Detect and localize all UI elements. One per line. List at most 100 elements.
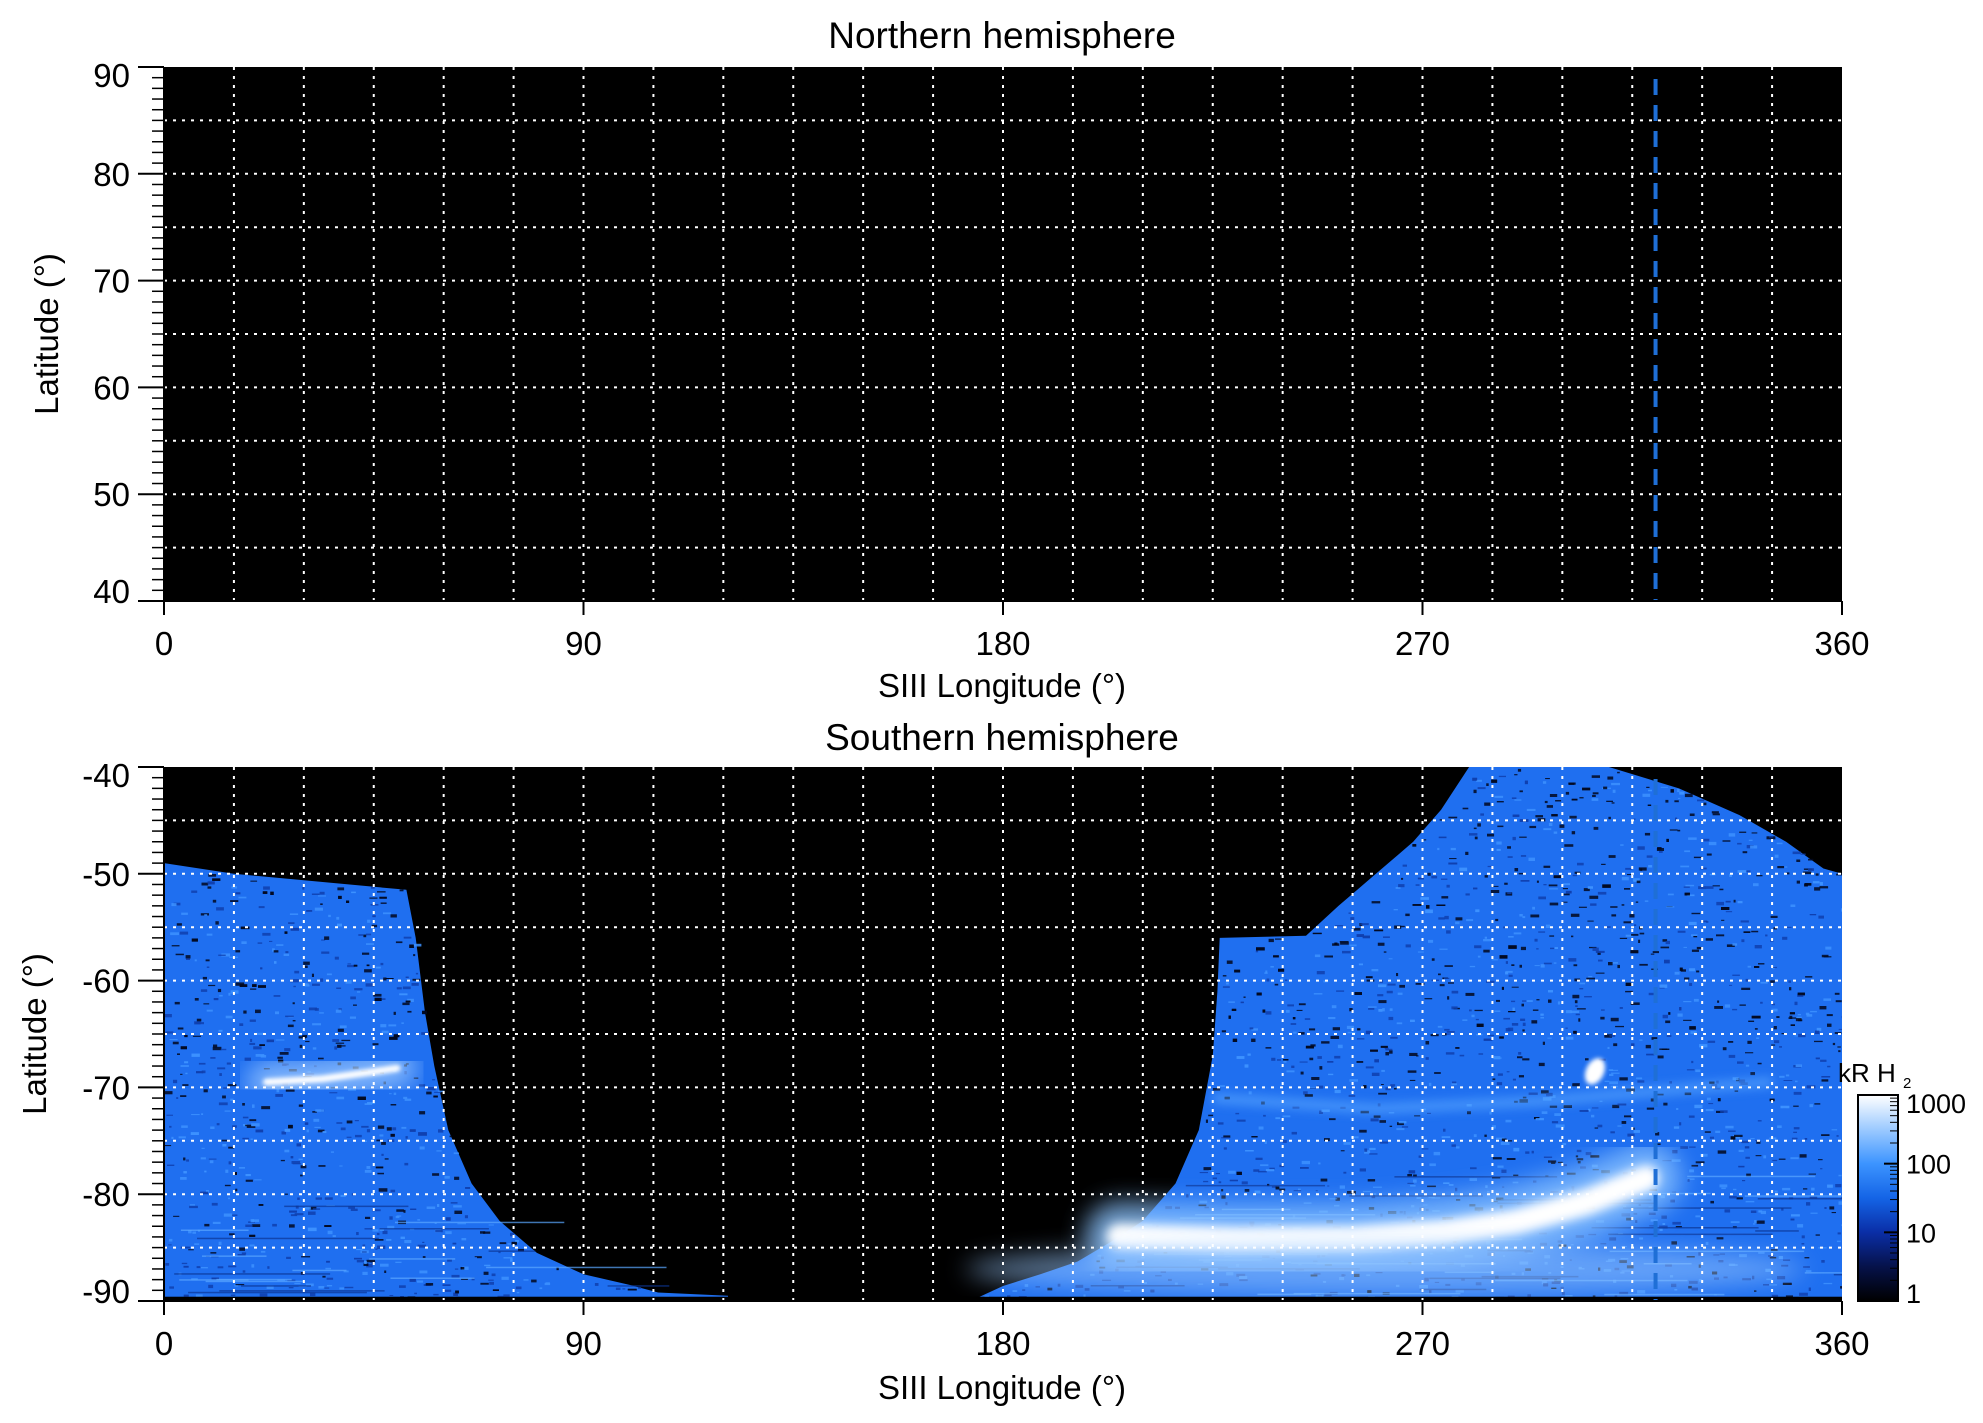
texture-speck [1733,1188,1737,1191]
texture-speck [390,914,397,918]
texture-speck [1283,1059,1289,1061]
texture-speck [1282,1115,1291,1118]
texture-speck [190,1132,199,1135]
texture-speck [1518,1052,1522,1055]
texture-speck [1492,1177,1501,1179]
texture-speck [1380,1141,1389,1144]
texture-speck [1274,983,1279,986]
texture-speck [270,891,274,895]
texture-speck [260,1250,266,1253]
texture-streak [1349,1195,1483,1197]
texture-speck [372,1209,381,1212]
texture-speck [1786,872,1790,875]
texture-speck [1508,1011,1516,1013]
south-panel: Southern hemisphere 0 90 180 270 360 -90-80-… [16,717,1870,1406]
texture-speck [376,1139,383,1142]
texture-speck [1634,924,1637,926]
texture-speck [245,1124,252,1127]
texture-speck [1805,1012,1810,1015]
texture-speck [1319,1110,1323,1114]
texture-speck [1665,940,1670,945]
texture-speck [1470,1167,1477,1170]
texture-speck [489,1281,494,1285]
texture-speck [1574,1000,1578,1004]
texture-speck [411,983,419,986]
texture-speck [198,1062,206,1065]
emission-bright-features [246,1048,1806,1295]
texture-speck [1530,914,1540,918]
texture-speck [1559,824,1565,828]
texture-speck [1608,816,1611,820]
texture-streak [1185,1184,1325,1187]
texture-speck [1519,790,1523,793]
texture-speck [1496,841,1502,845]
texture-speck [1203,1180,1209,1183]
texture-speck [1225,1202,1228,1206]
texture-speck [1680,969,1686,972]
texture-speck [446,1217,451,1221]
texture-speck [523,1279,529,1281]
texture-speck [1496,999,1500,1002]
texture-speck [171,903,177,907]
texture-speck [1745,1200,1755,1203]
texture-speck [1780,1105,1790,1109]
texture-speck [168,1244,172,1246]
texture-speck [194,1021,201,1025]
texture-speck [1378,984,1387,988]
texture-speck [1732,943,1738,946]
texture-speck [1697,799,1705,802]
texture-streak [180,1229,249,1231]
texture-speck [337,887,345,891]
texture-speck [1592,947,1599,951]
texture-speck [483,1271,489,1275]
texture-speck [358,934,364,936]
texture-speck [1420,897,1429,900]
texture-speck [401,1022,404,1024]
texture-speck [341,1039,351,1042]
texture-speck [419,1146,425,1150]
texture-speck [1707,1040,1716,1043]
texture-speck [1223,1135,1231,1138]
texture-speck [1518,872,1526,875]
texture-speck [218,954,226,956]
texture-speck [1477,823,1481,827]
texture-speck [318,1057,324,1060]
texture-speck [290,927,299,931]
texture-speck [1511,1023,1519,1026]
texture-speck [1841,1196,1842,1199]
texture-speck [1644,832,1651,836]
texture-speck [1511,986,1519,988]
texture-speck [384,1158,389,1160]
texture-speck [400,1236,405,1239]
texture-speck [1484,802,1491,806]
texture-speck [1821,1260,1825,1263]
texture-speck [1370,1049,1378,1052]
texture-speck [183,1265,189,1268]
texture-speck [1706,921,1709,923]
texture-speck [364,1103,373,1105]
texture-speck [1579,797,1584,799]
texture-speck [1203,1167,1212,1171]
texture-speck [1549,794,1558,797]
texture-speck [1750,1072,1755,1076]
texture-speck [1251,1136,1258,1138]
texture-speck [191,1114,200,1116]
texture-speck [1657,1143,1661,1145]
texture-speck [1399,984,1405,988]
texture-speck [1565,1010,1572,1014]
texture-speck [1487,833,1495,837]
texture-speck [1836,1240,1841,1243]
texture-speck [374,1239,384,1241]
texture-speck [1222,986,1230,988]
texture-speck [250,988,257,990]
texture-speck [172,1041,179,1045]
texture-speck [1335,925,1344,927]
texture-speck [1733,899,1736,903]
texture-speck [1486,783,1489,786]
texture-speck [287,1279,296,1282]
texture-speck [1557,1001,1561,1005]
texture-streak [1755,1230,1799,1232]
texture-speck [1247,1053,1251,1056]
texture-speck [296,1143,301,1147]
